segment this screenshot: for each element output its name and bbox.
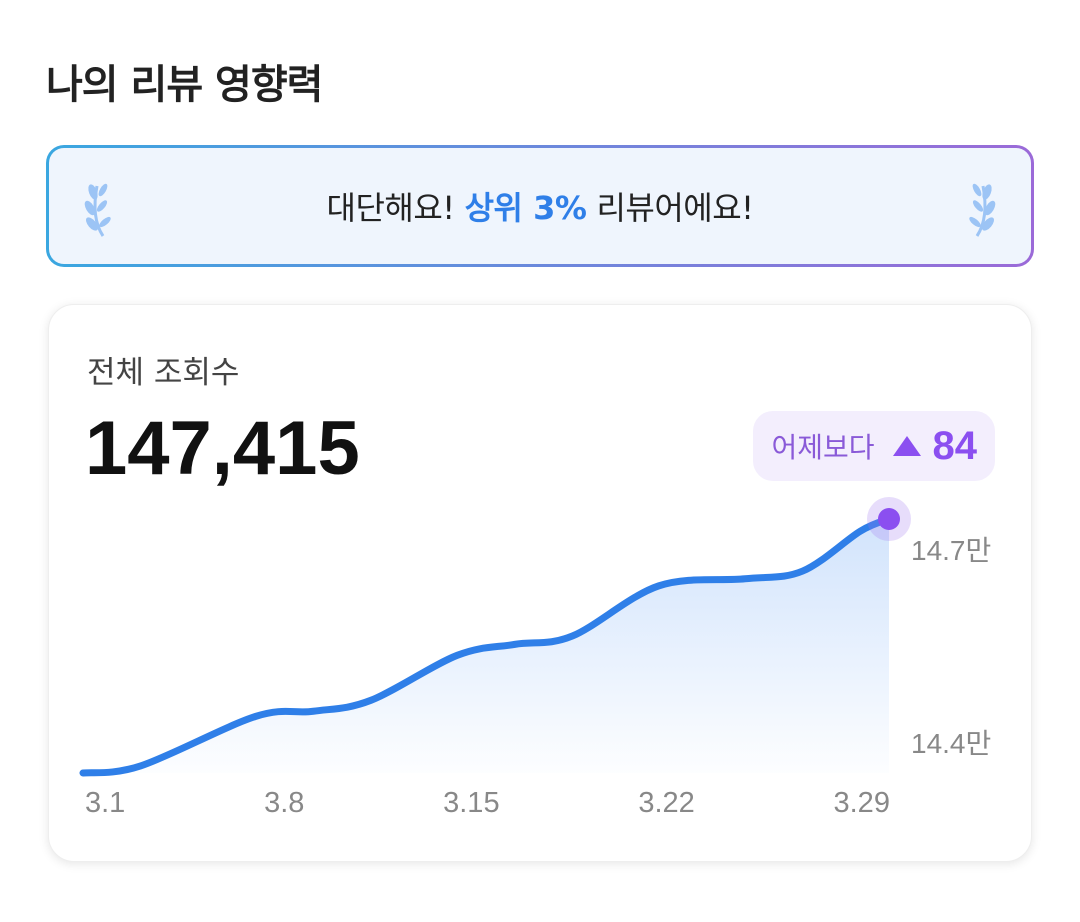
change-amount: 84	[932, 423, 978, 468]
views-chart	[79, 496, 911, 777]
x-tick-label: 3.22	[638, 787, 695, 819]
banner-suffix: 리뷰어에요!	[596, 189, 754, 227]
views-label: 전체 조회수	[87, 355, 240, 391]
change-badge: 어제보다 84	[753, 411, 995, 481]
x-tick-label: 3.29	[833, 787, 890, 819]
banner-prefix: 대단해요!	[326, 189, 456, 227]
laurel-icon	[84, 183, 111, 237]
y-tick-label: 14.4만	[911, 727, 992, 759]
total-views-card: 전체 조회수 147,415 어제보다 84 14.7만 14.4만 3.1 3.8…	[48, 304, 1032, 862]
y-tick-label: 14.7만	[911, 535, 992, 566]
x-axis: 3.1 3.8 3.15 3.22 3.29	[85, 787, 890, 820]
x-tick-label: 3.1	[85, 787, 126, 819]
rank-banner: 대단해요! 상위 3% 리뷰어에요!	[46, 145, 1034, 267]
views-value: 147,415	[85, 406, 360, 491]
change-prefix: 어제보다	[771, 431, 875, 464]
triangle-up-icon	[892, 436, 921, 456]
laurel-icon	[969, 183, 996, 237]
x-tick-label: 3.15	[443, 787, 500, 819]
latest-point[interactable]	[878, 507, 900, 530]
banner-highlight: 상위 3%	[464, 189, 587, 227]
page-title: 나의 리뷰 영향력	[46, 62, 323, 108]
x-tick-label: 3.8	[264, 787, 305, 819]
series-line	[79, 515, 893, 777]
